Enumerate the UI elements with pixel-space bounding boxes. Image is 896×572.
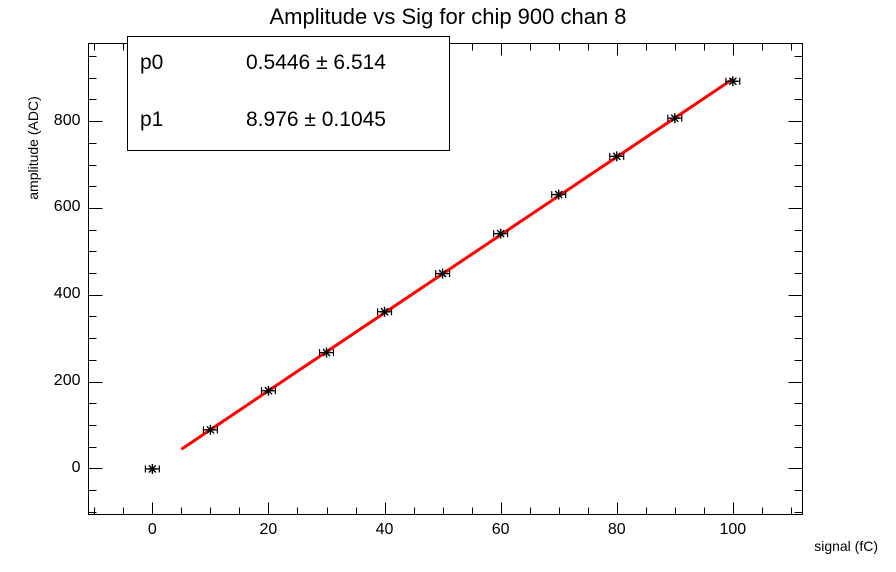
data-point — [551, 189, 567, 200]
y-tick-label: 400 — [53, 285, 81, 303]
data-point — [260, 385, 277, 396]
y-axis-ticks — [88, 56, 803, 513]
x-tick-label: 60 — [491, 520, 510, 538]
x-axis-title: signal (fC) — [814, 538, 878, 554]
fit-stats-box: p0 0.5446 ± 6.514 p1 8.976 ± 0.1045 — [127, 36, 450, 151]
x-tick-label: 20 — [259, 520, 278, 538]
x-tick-label: 40 — [375, 520, 394, 538]
x-tick-label: 0 — [147, 520, 157, 538]
page-title: Amplitude vs Sig for chip 900 chan 8 — [269, 4, 627, 29]
data-point — [144, 463, 160, 474]
fit-line — [180, 77, 734, 451]
x-tick-label: 80 — [607, 520, 626, 538]
y-tick-label: 200 — [53, 372, 81, 390]
data-point — [667, 113, 683, 124]
data-point — [435, 268, 451, 279]
y-tick-label: 800 — [53, 111, 81, 129]
stats-param-name: p0 — [140, 51, 164, 74]
data-point — [202, 424, 218, 435]
stats-row: p1 8.976 ± 0.1045 — [128, 94, 449, 151]
y-tick-label: 0 — [71, 458, 81, 476]
data-point — [725, 76, 741, 87]
data-points — [144, 76, 741, 474]
data-point — [609, 151, 625, 162]
stats-param-name: p1 — [140, 108, 164, 131]
x-tick-label: 100 — [719, 520, 747, 538]
stats-row: p0 0.5446 ± 6.514 — [128, 37, 449, 94]
data-point — [493, 228, 509, 239]
y-tick-label: 600 — [53, 198, 81, 216]
data-point — [318, 347, 335, 358]
stats-param-value: 0.5446 ± 6.514 — [246, 51, 386, 74]
stats-param-value: 8.976 ± 0.1045 — [246, 108, 386, 131]
data-point — [376, 306, 393, 317]
